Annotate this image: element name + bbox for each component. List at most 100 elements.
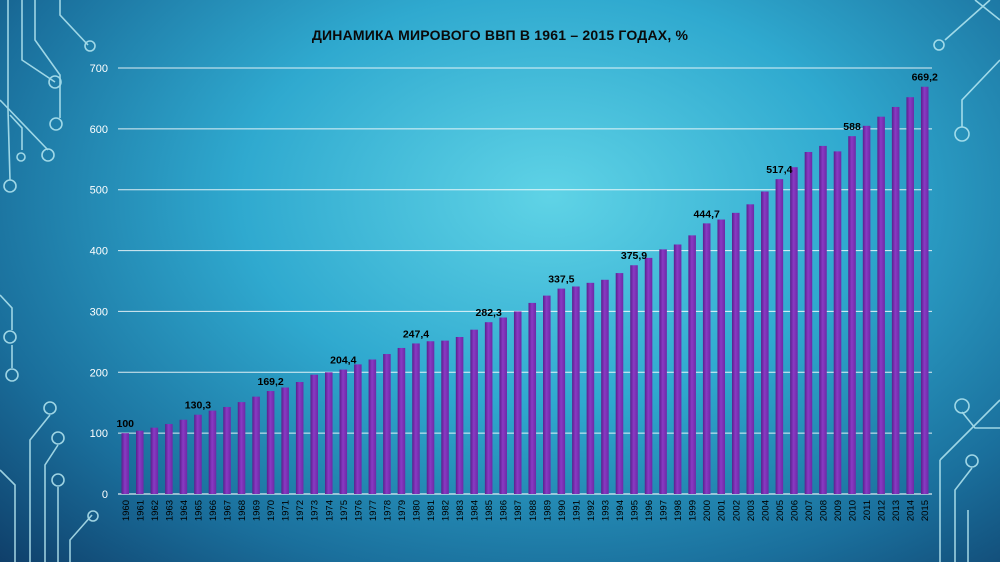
x-tick-label: 1999: [688, 500, 699, 521]
bar: [543, 295, 551, 494]
y-tick-label: 700: [90, 63, 108, 75]
bar: [572, 286, 580, 494]
x-tick-label: 1998: [673, 500, 684, 521]
x-tick-label: 1974: [324, 500, 335, 521]
bar: [368, 359, 377, 494]
bar: [324, 372, 333, 494]
bar: [339, 369, 348, 494]
x-tick-label: 2001: [717, 500, 728, 521]
data-label: 130,3: [185, 400, 211, 412]
x-tick-label: 1972: [295, 500, 306, 521]
x-tick-label: 1982: [441, 500, 452, 521]
bar: [659, 249, 667, 494]
x-tick-label: 2015: [920, 500, 931, 521]
bar: [848, 136, 856, 494]
data-label: 204,4: [330, 355, 356, 367]
bar: [862, 125, 871, 495]
bar: [426, 341, 435, 494]
x-tick-label: 1981: [426, 500, 437, 521]
x-tick-label: 2005: [775, 500, 786, 521]
bar: [136, 430, 144, 494]
y-tick-label: 0: [102, 489, 108, 501]
x-tick-label: 2004: [760, 500, 771, 521]
data-label: 588: [843, 121, 861, 133]
bar: [208, 410, 217, 494]
bar: [761, 191, 769, 495]
bar: [586, 282, 595, 494]
bar: [194, 414, 202, 494]
x-tick-label: 1994: [615, 500, 626, 521]
bar: [746, 204, 755, 494]
x-tick-label: 1979: [397, 500, 408, 521]
bar: [150, 427, 159, 494]
bar: [920, 86, 929, 494]
data-label: 247,4: [403, 328, 429, 340]
bar: [775, 179, 784, 495]
bar: [717, 219, 726, 494]
data-label: 669,2: [912, 72, 938, 84]
data-label: 375,9: [621, 250, 647, 262]
bar: [819, 145, 827, 494]
x-tick-label: 1969: [252, 500, 263, 521]
x-tick-label: 2000: [702, 500, 713, 521]
y-tick-label: 500: [90, 185, 108, 197]
bar: [557, 288, 566, 494]
bar: [266, 391, 275, 494]
x-tick-label: 2013: [891, 500, 902, 521]
x-tick-label: 1973: [310, 500, 321, 521]
bar: [441, 340, 449, 494]
x-tick-label: 1971: [281, 500, 292, 521]
y-tick-label: 300: [90, 306, 108, 318]
x-tick-label: 1983: [455, 500, 466, 521]
bar: [891, 106, 900, 494]
x-tick-label: 1967: [223, 500, 234, 521]
x-tick-label: 1978: [382, 500, 393, 521]
x-tick-label: 1988: [528, 500, 539, 521]
bar: [281, 387, 289, 494]
x-tick-label: 1995: [630, 500, 641, 521]
bar: [455, 336, 464, 494]
x-tick-label: 1960: [121, 500, 132, 521]
bar: [165, 424, 173, 494]
x-tick-label: 2014: [906, 500, 917, 521]
x-tick-label: 1986: [499, 500, 510, 521]
x-tick-label: 1961: [135, 500, 146, 521]
y-tick-label: 100: [90, 428, 108, 440]
x-tick-label: 1980: [411, 500, 422, 521]
bar: [615, 273, 624, 494]
bar: [528, 302, 537, 494]
bar: [833, 151, 842, 495]
x-tick-label: 1992: [586, 500, 597, 521]
bar: [223, 406, 231, 494]
bar: [601, 279, 609, 494]
bar: [412, 343, 420, 494]
x-tick-label: 1984: [470, 500, 481, 521]
bar: [790, 167, 798, 494]
bar: [121, 433, 130, 494]
x-tick-label: 2006: [789, 500, 800, 521]
bar: [397, 347, 406, 494]
x-tick-label: 2007: [804, 500, 815, 521]
x-tick-label: 2009: [833, 500, 844, 521]
x-tick-label: 1987: [513, 500, 524, 521]
bar: [295, 382, 304, 494]
y-tick-label: 200: [90, 367, 108, 379]
x-tick-label: 2003: [746, 500, 757, 521]
bar: [630, 265, 638, 494]
data-label: 517,4: [766, 164, 792, 176]
bar: [731, 212, 740, 494]
x-tick-label: 1975: [339, 500, 350, 521]
x-tick-label: 1962: [150, 500, 161, 521]
x-tick-label: 2002: [731, 500, 742, 521]
bar: [513, 311, 522, 494]
data-label: 444,7: [694, 208, 720, 220]
bar: [804, 151, 813, 495]
x-tick-label: 1976: [353, 500, 364, 521]
bar: [484, 322, 493, 494]
data-label: 282,3: [476, 307, 502, 319]
x-tick-label: 1964: [179, 500, 190, 521]
bar: [644, 257, 653, 494]
data-label: 169,2: [257, 376, 283, 388]
